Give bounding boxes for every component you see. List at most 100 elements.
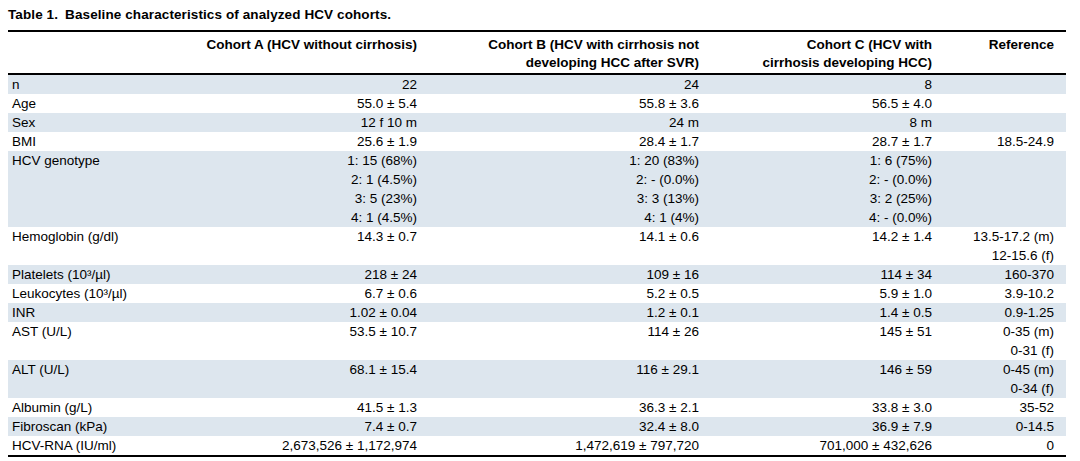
cell-cohort-c: 33.8 ± 3.0	[705, 398, 938, 417]
cell-cohort-b: 24	[423, 74, 705, 94]
column-header-line: Cohort A (HCV without cirrhosis)	[158, 36, 417, 54]
cell-value: 3: 3 (13%)	[423, 189, 699, 208]
cell-cohort-c: 28.7 ± 1.7	[705, 132, 938, 151]
cell-cohort-a: 7.4 ± 0.7	[158, 417, 423, 436]
cell-value: 13.5-17.2 (m)	[938, 227, 1054, 246]
cell-value: 116 ± 29.1	[423, 360, 699, 379]
table-row: AST (U/L)53.5 ± 10.7 114 ± 26145 ± 51 0-35…	[8, 322, 1066, 360]
row-label: AST (U/L)	[12, 322, 158, 341]
cell-value: 7.4 ± 0.7	[158, 417, 417, 436]
row-label-cell: AST (U/L)	[8, 322, 158, 360]
cell-cohort-c: 14.2 ± 1.4	[705, 227, 938, 265]
cell-value: 28.7 ± 1.7	[705, 132, 932, 151]
cell-cohort-a: 53.5 ± 10.7	[158, 322, 423, 360]
cell-cohort-ref: 160-370	[938, 265, 1066, 284]
cell-value: 1: 20 (83%)	[423, 151, 699, 170]
cell-value: 8 m	[705, 113, 932, 132]
cell-value: 109 ± 16	[423, 265, 699, 284]
cell-value: 4: 1 (4%)	[423, 208, 699, 227]
cell-value: 55.0 ± 5.4	[158, 94, 417, 113]
column-header-line: cirrhosis developing HCC)	[705, 54, 932, 72]
cell-cohort-a: 12 f 10 m	[158, 113, 423, 132]
cell-cohort-c: 1: 6 (75%)2: - (0.0%)3: 2 (25%)4: - (0.0…	[705, 151, 938, 227]
cell-value: 18.5-24.9	[938, 132, 1054, 151]
cell-cohort-ref: 3.9-10.2	[938, 284, 1066, 303]
row-label: Platelets (10³/µl)	[12, 265, 158, 284]
cell-cohort-c: 8 m	[705, 113, 938, 132]
cell-value: 4: - (0.0%)	[705, 208, 932, 227]
paper-table-page: Table 1.Baseline characteristics of anal…	[0, 0, 1080, 461]
cell-value: 701,000 ± 432,626	[705, 436, 932, 455]
cell-cohort-a: 14.3 ± 0.7	[158, 227, 423, 265]
cell-value: 33.8 ± 3.0	[705, 398, 932, 417]
table-header: Cohort A (HCV without cirrhosis) Cohort B…	[8, 32, 1066, 74]
cell-value: 1.02 ± 0.04	[158, 303, 417, 322]
column-header-line: Cohort B (HCV with cirrhosis not	[423, 36, 699, 54]
row-label-cell: Hemoglobin (g/dl)	[8, 227, 158, 265]
table-row: Platelets (10³/µl)218 ± 24109 ± 16114 ± …	[8, 265, 1066, 284]
cell-value: 14.2 ± 1.4	[705, 227, 932, 246]
cell-cohort-ref: 0.9-1.25	[938, 303, 1066, 322]
cell-value: 12 f 10 m	[158, 113, 417, 132]
header-row: Cohort A (HCV without cirrhosis) Cohort B…	[8, 32, 1066, 74]
column-header: Cohort B (HCV with cirrhosis notdevelopi…	[423, 32, 705, 74]
cell-cohort-b: 1.2 ± 0.1	[423, 303, 705, 322]
cell-value: 3.9-10.2	[938, 284, 1054, 303]
cell-value: 1.2 ± 0.1	[423, 303, 699, 322]
cell-value: 0-34 (f)	[938, 379, 1054, 398]
cell-value: 2,673,526 ± 1,172,974	[158, 436, 417, 455]
cell-cohort-ref	[938, 113, 1066, 132]
cell-cohort-ref: 0-14.5	[938, 417, 1066, 436]
column-header	[8, 32, 158, 74]
cell-cohort-b: 14.1 ± 0.6	[423, 227, 705, 265]
cell-value: 28.4 ± 1.7	[423, 132, 699, 151]
column-header-line: Reference	[938, 36, 1054, 54]
cell-cohort-b: 5.2 ± 0.5	[423, 284, 705, 303]
cell-cohort-b: 32.4 ± 8.0	[423, 417, 705, 436]
cell-cohort-a: 6.7 ± 0.6	[158, 284, 423, 303]
row-label-cell: BMI	[8, 132, 158, 151]
cell-value: 53.5 ± 10.7	[158, 322, 417, 341]
cell-cohort-b: 1: 20 (83%)2: - (0.0%)3: 3 (13%)4: 1 (4%…	[423, 151, 705, 227]
cell-value: 1: 15 (68%)	[158, 151, 417, 170]
cell-cohort-b: 114 ± 26	[423, 322, 705, 360]
cell-cohort-a: 1.02 ± 0.04	[158, 303, 423, 322]
row-label-cell: Age	[8, 94, 158, 113]
cell-cohort-a: 41.5 ± 1.3	[158, 398, 423, 417]
cell-cohort-ref: 0-35 (m)0-31 (f)	[938, 322, 1066, 360]
table-row: n22248	[8, 74, 1066, 94]
cell-value: 24	[423, 75, 699, 94]
cell-cohort-a: 68.1 ± 15.4	[158, 360, 423, 398]
cell-value: 5.2 ± 0.5	[423, 284, 699, 303]
row-label-cell: Leukocytes (10³/µl)	[8, 284, 158, 303]
cell-cohort-b: 28.4 ± 1.7	[423, 132, 705, 151]
cell-value: 160-370	[938, 265, 1054, 284]
cell-cohort-b: 109 ± 16	[423, 265, 705, 284]
row-label-cell: Albumin (g/L)	[8, 398, 158, 417]
row-label-cell: Fibroscan (kPa)	[8, 417, 158, 436]
table-row: INR1.02 ± 0.041.2 ± 0.11.4 ± 0.50.9-1.25	[8, 303, 1066, 322]
cell-cohort-a: 22	[158, 74, 423, 94]
table-row: HCV genotype1: 15 (68%)2: 1 (4.5%)3: 5 (…	[8, 151, 1066, 227]
cell-value: 2: 1 (4.5%)	[158, 170, 417, 189]
cell-value: 0-45 (m)	[938, 360, 1054, 379]
row-label: Leukocytes (10³/µl)	[12, 284, 158, 303]
row-label: n	[12, 75, 158, 94]
column-header: Cohort C (HCV withcirrhosis developing H…	[705, 32, 938, 74]
cell-value: 5.9 ± 1.0	[705, 284, 932, 303]
cell-value: 3: 5 (23%)	[158, 189, 417, 208]
row-label-cell: Sex	[8, 113, 158, 132]
cell-cohort-ref: 0-45 (m)0-34 (f)	[938, 360, 1066, 398]
cell-value: 56.5 ± 4.0	[705, 94, 932, 113]
row-label: HCV-RNA (IU/ml)	[12, 436, 158, 455]
cell-value: 145 ± 51	[705, 322, 932, 341]
column-header-line: developing HCC after SVR)	[423, 54, 699, 72]
row-label-cell: HCV genotype	[8, 151, 158, 227]
cell-cohort-b: 55.8 ± 3.6	[423, 94, 705, 113]
cell-value: 35-52	[938, 398, 1054, 417]
cell-cohort-c: 36.9 ± 7.9	[705, 417, 938, 436]
cell-cohort-c: 145 ± 51	[705, 322, 938, 360]
row-label-cell: ALT (U/L)	[8, 360, 158, 398]
row-label: Sex	[12, 113, 158, 132]
cell-cohort-ref: 0	[938, 436, 1066, 456]
